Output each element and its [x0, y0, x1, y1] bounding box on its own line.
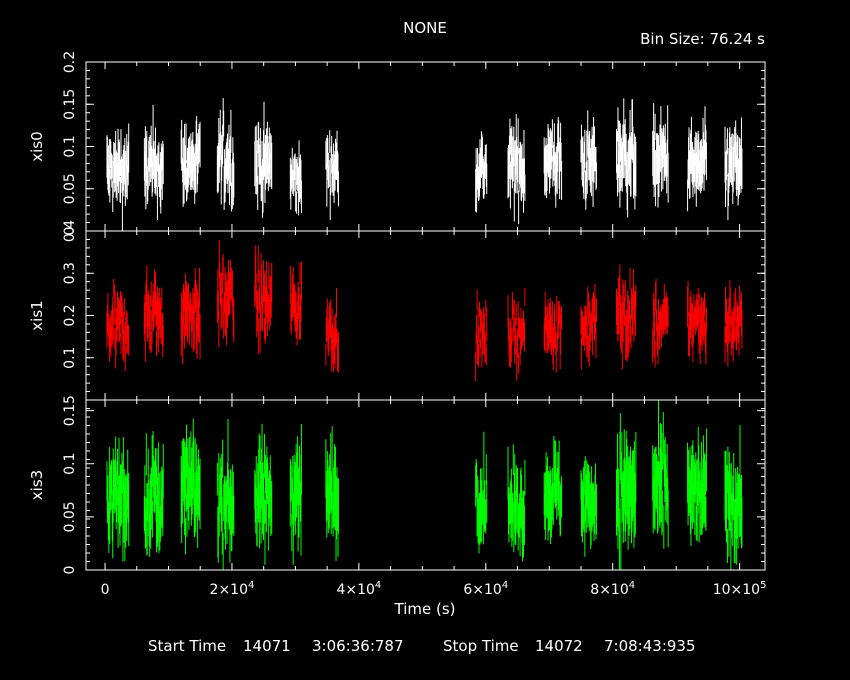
x-axis-label: Time (s): [394, 600, 456, 618]
xis0-axis-label: xis0: [28, 131, 46, 161]
x-tick-label: 4×104: [336, 580, 381, 598]
panel-xis0: 0 0.05 0.1 0.15 0.2 xis0: [28, 51, 766, 236]
x-tick-label: 0: [101, 582, 110, 598]
panel-xis1: 0.1 0.2 0.3 0.4 xis1: [28, 220, 766, 401]
x-tick-label: 2×104: [210, 580, 255, 598]
start-time-label: Start Time: [148, 637, 226, 655]
y-tick-label: 0.2: [62, 51, 78, 73]
stop-time-day: 14072: [535, 637, 583, 655]
xis1-series: [106, 239, 743, 382]
stop-time-clock: 7:08:43:935: [604, 637, 696, 655]
stop-time-label: Stop Time: [443, 637, 519, 655]
x-tick-label: 10×105: [713, 580, 767, 598]
xis0-series: [106, 97, 743, 231]
xis3-axis-label: xis3: [28, 470, 46, 500]
y-tick-label: 0.15: [62, 395, 78, 426]
start-time-clock: 3:06:36:787: [312, 637, 404, 655]
panels-group: 0 0.05 0.1 0.15 0.2 xis0 0.1 0.2 0.3 0.4 xis1 0 0.05…: [28, 51, 766, 598]
y-tick-label: 0.15: [62, 89, 78, 120]
y-tick-label: 0.1: [62, 453, 78, 475]
y-tick-label: 0: [62, 227, 78, 236]
y-tick-label: 0.05: [62, 173, 78, 204]
xis1-axis-label: xis1: [28, 300, 46, 330]
y-tick-label: 0.3: [62, 262, 78, 284]
chart-title: NONE: [403, 19, 447, 37]
bin-size-label: Bin Size: 76.24 s: [640, 30, 765, 48]
start-time-day: 14071: [243, 637, 291, 655]
panel-xis3: 0 0.05 0.1 0.15 xis3: [28, 395, 766, 575]
footer-times: Start Time 14071 3:06:36:787 Stop Time 1…: [148, 637, 696, 655]
y-tick-label: 0: [62, 566, 78, 575]
y-tick-label: 0.05: [62, 501, 78, 532]
xis3-series: [106, 400, 743, 570]
y-tick-label: 0.4: [62, 220, 78, 242]
y-tick-label: 0.2: [62, 304, 78, 326]
x-tick-label: 6×104: [463, 580, 508, 598]
y-tick-label: 0.1: [62, 135, 78, 157]
y-tick-label: 0.1: [62, 347, 78, 369]
x-tick-label: 8×104: [590, 580, 635, 598]
